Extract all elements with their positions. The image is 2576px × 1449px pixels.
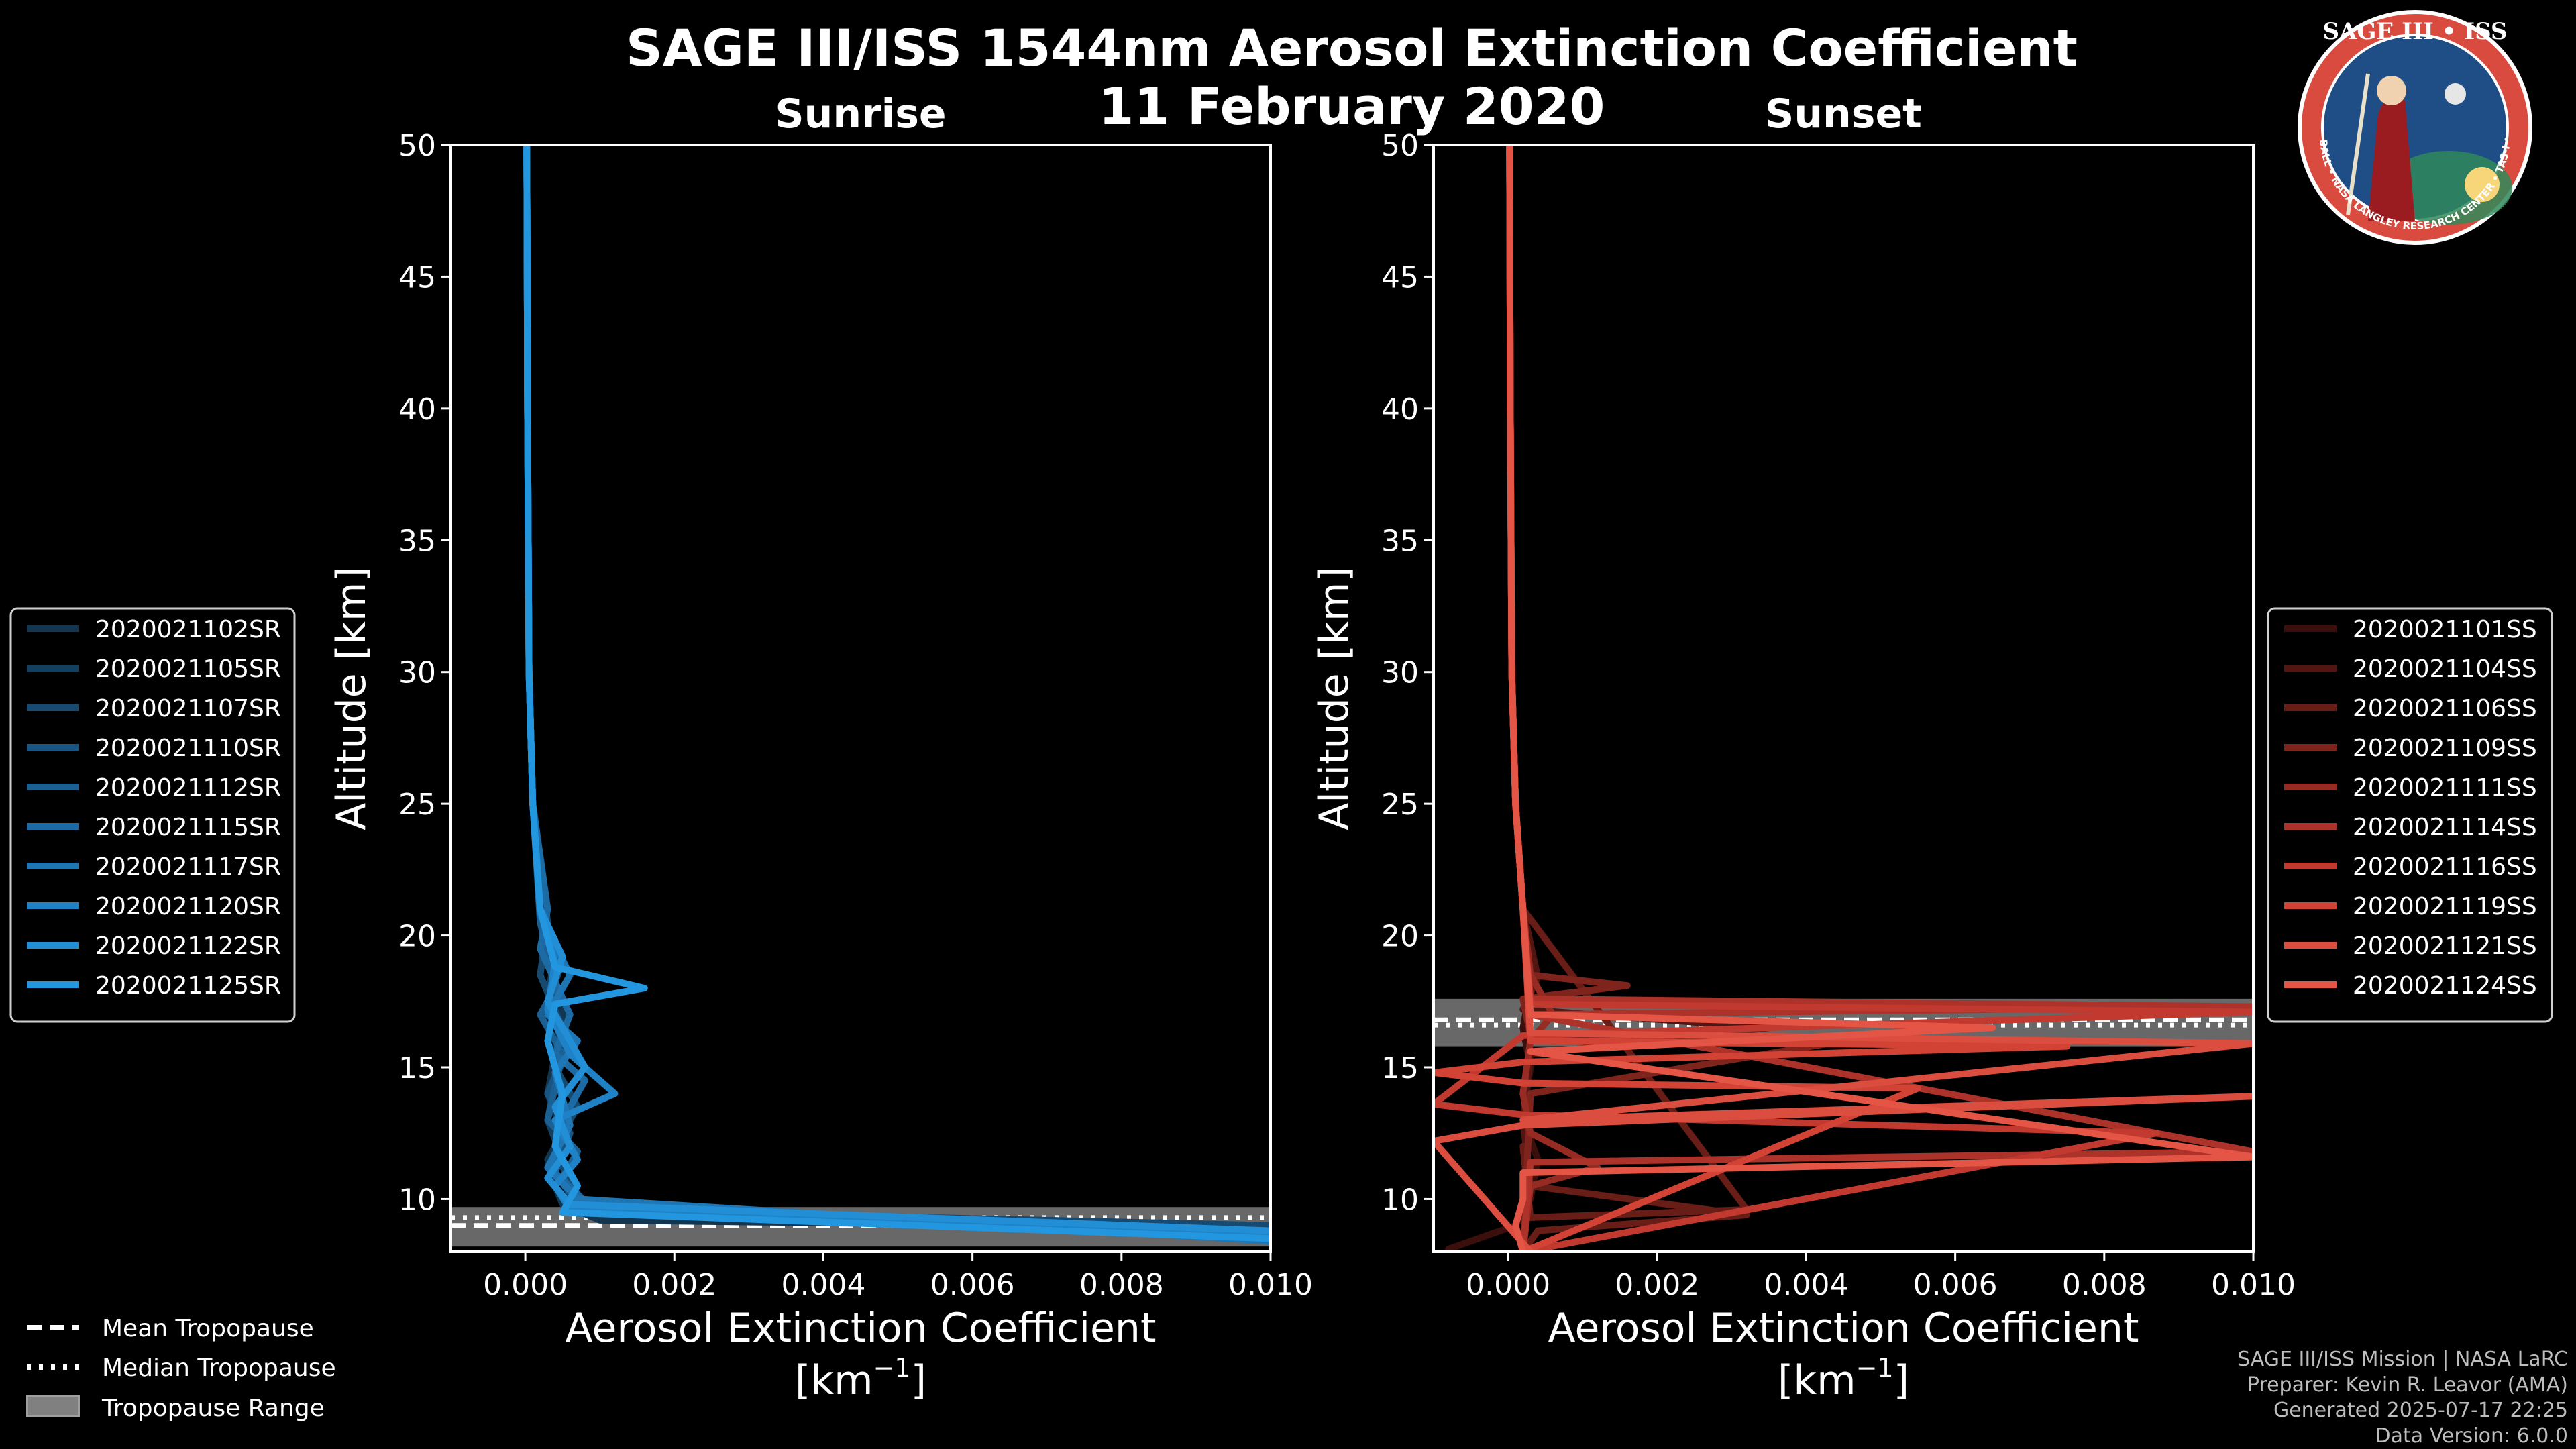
sunrise-legend-label-2020021110SR: 2020021110SR (95, 735, 281, 762)
sunrise-y-tick-label: 30 (398, 656, 436, 690)
sunrise-y-tick-label: 15 (398, 1051, 436, 1085)
sunset-y-tick-label: 35 (1381, 524, 1419, 558)
credit-data-version: Data Version: 6.0.0 (2375, 1424, 2568, 1448)
sunset-plot: 0.000 0.002 0.004 0.006 0.008 0.010 10 15 20 25 30… (1311, 129, 2296, 1404)
sunset-x-unit-end: ] (1894, 1357, 1909, 1404)
figure-title-line2: 11 February 2020 (1099, 76, 1605, 136)
logo-moon-icon (2445, 83, 2466, 105)
sunset-x-axis-unit: [km−1] (1778, 1353, 1909, 1404)
credit-generated: Generated 2025-07-17 22:25 (2273, 1399, 2568, 1422)
sunset-x-unit-exponent: −1 (1856, 1353, 1894, 1383)
sunset-y-tick-label: 20 (1381, 920, 1419, 954)
sunset-legend-label-2020021121SS: 2020021121SS (2353, 932, 2537, 960)
logo-title-text: SAGE III • ISS (2322, 18, 2507, 45)
sunset-x-tick-label: 0.008 (2062, 1268, 2147, 1302)
sunrise-x-axis-unit: [km−1] (795, 1353, 926, 1404)
sunset-legend-label-2020021101SS: 2020021101SS (2353, 616, 2537, 643)
sunset-y-tick-label: 10 (1381, 1183, 1419, 1217)
sunrise-x-unit-end: ] (911, 1357, 926, 1404)
sunrise-series-legend: 2020021102SR 2020021105SR 2020021107SR 2020… (9, 607, 296, 1023)
sunrise-y-tick-label: 50 (398, 129, 436, 163)
sunrise-x-tick-label: 0.000 (483, 1268, 568, 1302)
sunset-legend-label-2020021106SS: 2020021106SS (2353, 695, 2537, 722)
sunset-legend-label-2020021104SS: 2020021104SS (2353, 655, 2537, 683)
mean-tropopause-label: Mean Tropopause (102, 1315, 314, 1342)
credit-mission: SAGE III/ISS Mission | NASA LaRC (2237, 1348, 2568, 1371)
sunrise-legend-label-2020021107SR: 2020021107SR (95, 695, 281, 722)
sunrise-x-tick-label: 0.010 (1228, 1268, 1313, 1302)
sunrise-x-tick-label: 0.006 (930, 1268, 1015, 1302)
sunrise-y-tick-label: 10 (398, 1183, 436, 1217)
sunset-y-tick-label: 30 (1381, 656, 1419, 690)
sunset-legend-frame (2267, 607, 2553, 1023)
sunset-y-tick-label: 50 (1381, 129, 1419, 163)
sunrise-legend-frame (9, 607, 296, 1023)
sunrise-legend-label-2020021125SR: 2020021125SR (95, 972, 281, 1000)
sunset-legend-label-2020021124SS: 2020021124SS (2353, 972, 2537, 1000)
sunrise-plot: 0.000 0.002 0.004 0.006 0.008 0.010 10 15 20 25 30… (328, 129, 1313, 1404)
sunrise-legend-label-2020021115SR: 2020021115SR (95, 814, 281, 841)
sunset-plot-area (1434, 145, 2253, 1252)
sunrise-x-axis-label: Aerosol Extinction Coefficient (566, 1305, 1157, 1352)
logo-figure-icon (2368, 96, 2415, 221)
sunset-legend-label-2020021116SS: 2020021116SS (2353, 853, 2537, 881)
logo-sun-icon (2465, 167, 2500, 202)
sunset-y-tick-label: 15 (1381, 1051, 1419, 1085)
sunrise-y-axis-label: Altitude [km] (328, 566, 375, 830)
sunset-x-tick-label: 0.010 (2211, 1268, 2296, 1302)
sunrise-legend-label-2020021120SR: 2020021120SR (95, 893, 281, 920)
sunrise-x-unit-exponent: −1 (873, 1353, 911, 1383)
sunset-series-legend: 2020021101SS 2020021104SS 2020021106SS 2020… (2267, 607, 2553, 1023)
sunrise-axes-frame (449, 144, 1272, 1253)
tropopause-range-swatch (26, 1395, 80, 1417)
sunset-x-tick-label: 0.000 (1466, 1268, 1550, 1302)
sunset-x-unit-base: [km (1778, 1357, 1856, 1404)
logo-head-icon (2377, 76, 2406, 105)
sunrise-panel-title: Sunrise (775, 91, 946, 138)
sunrise-plot-area (451, 145, 1271, 1247)
logo-staff-icon (2346, 73, 2370, 215)
sunset-legend-label-2020021111SS: 2020021111SS (2353, 774, 2537, 802)
credit-preparer: Preparer: Kevin R. Leavor (AMA) (2247, 1373, 2568, 1397)
sunrise-legend-label-2020021117SR: 2020021117SR (95, 853, 281, 881)
sunrise-legend-label-2020021102SR: 2020021102SR (95, 616, 281, 643)
sunset-legend-label-2020021109SS: 2020021109SS (2353, 735, 2537, 762)
credits-block: SAGE III/ISS Mission | NASA LaRC Prepare… (2237, 1348, 2568, 1448)
sunrise-y-tick-label: 45 (398, 260, 436, 294)
sunrise-x-unit-base: [km (795, 1357, 873, 1404)
figure-title-line1: SAGE III/ISS 1544nm Aerosol Extinction C… (626, 18, 2078, 78)
sunrise-x-tick-label: 0.004 (781, 1268, 865, 1302)
sunset-x-tick-label: 0.002 (1615, 1268, 1699, 1302)
sunset-x-tick-label: 0.006 (1913, 1268, 1998, 1302)
sunset-series-line-2020021124SS (1506, 145, 2253, 1252)
sunrise-x-tick-label: 0.008 (1079, 1268, 1164, 1302)
sunrise-legend-label-2020021112SR: 2020021112SR (95, 774, 281, 802)
sunset-y-tick-label: 40 (1381, 392, 1419, 427)
sunrise-legend-label-2020021122SR: 2020021122SR (95, 932, 281, 960)
sunset-x-axis-label: Aerosol Extinction Coefficient (1548, 1305, 2139, 1352)
sunset-panel-title: Sunset (1765, 91, 1922, 138)
sunrise-y-tick-label: 25 (398, 788, 436, 822)
sunset-axes-frame (1432, 144, 2255, 1253)
sunset-y-axis-label: Altitude [km] (1311, 566, 1358, 830)
sunrise-y-tick-label: 20 (398, 920, 436, 954)
sunrise-legend-label-2020021105SR: 2020021105SR (95, 655, 281, 683)
tropopause-legend: Mean Tropopause Median Tropopause Tropop… (26, 1315, 336, 1422)
sunset-y-tick-label: 45 (1381, 260, 1419, 294)
tropopause-range-label: Tropopause Range (101, 1395, 325, 1422)
sunrise-y-tick-label: 35 (398, 524, 436, 558)
sunset-legend-label-2020021119SS: 2020021119SS (2353, 893, 2537, 920)
sunrise-x-tick-label: 0.002 (632, 1268, 716, 1302)
sunrise-series-line-2020021125SR (523, 145, 1271, 1242)
median-tropopause-label: Median Tropopause (102, 1354, 336, 1382)
sunset-y-tick-label: 25 (1381, 788, 1419, 822)
sunset-legend-label-2020021114SS: 2020021114SS (2353, 814, 2537, 841)
sunset-x-tick-label: 0.004 (1764, 1268, 1848, 1302)
sunrise-y-tick-label: 40 (398, 392, 436, 427)
